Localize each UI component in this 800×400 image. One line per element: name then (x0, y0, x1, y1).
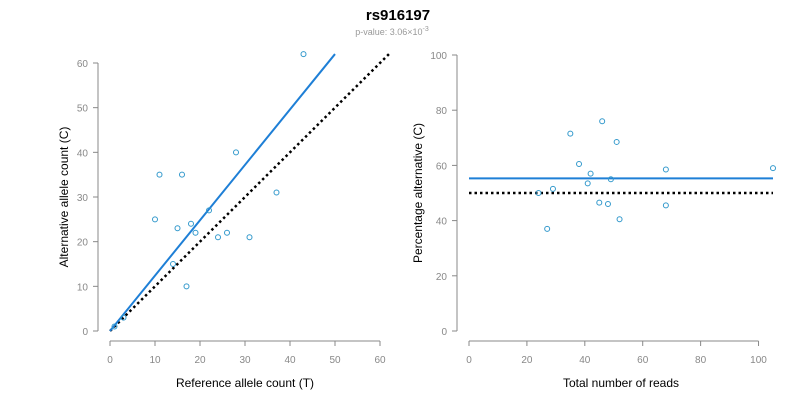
data-point (584, 180, 591, 187)
right-scatter-panel: 0 20 40 60 80 100 0 20 40 60 80 100 Total number of … (411, 51, 776, 390)
data-point (616, 216, 623, 223)
data-point (604, 201, 611, 208)
x-axis-title: Reference allele count (T) (176, 376, 314, 390)
y-tick-label: 60 (436, 161, 448, 172)
data-point (535, 190, 542, 196)
data-point (206, 207, 212, 214)
y-tick-label: 0 (82, 327, 88, 338)
chart-subtitle: p-value: 3.06×10-3 (355, 26, 429, 37)
data-point (607, 176, 614, 183)
subtitle-pvalue: p-value: 3.06×10 (355, 27, 422, 37)
x-tick-label: 50 (329, 355, 341, 366)
data-point (188, 220, 194, 227)
data-point (549, 185, 556, 192)
x-tick-label: 20 (521, 355, 533, 366)
x-tick-label: 20 (194, 355, 206, 366)
y-tick-label: 0 (441, 327, 447, 338)
data-point (544, 225, 551, 232)
data-point (152, 216, 158, 223)
data-point (596, 199, 603, 206)
x-tick-label: 100 (750, 355, 767, 366)
x-tick-label: 10 (149, 355, 161, 366)
data-point (587, 170, 594, 177)
y-tick-label: 40 (436, 217, 448, 228)
y-tick-label: 50 (77, 104, 89, 115)
y-tick-label: 30 (77, 193, 89, 204)
subtitle-exponent: -3 (423, 26, 429, 33)
data-point (224, 229, 230, 236)
data-point (770, 165, 776, 172)
left-scatter-panel: 0 10 20 30 40 50 60 0 10 20 30 40 50 60 Reference alle… (57, 51, 390, 390)
y-tick-label: 10 (77, 282, 89, 293)
data-point (576, 161, 583, 168)
data-point (300, 51, 307, 58)
y-tick-label: 20 (436, 272, 448, 283)
x-tick-label: 0 (466, 355, 472, 366)
data-point (179, 171, 185, 178)
data-point (246, 234, 253, 241)
data-point (111, 323, 118, 330)
data-point (613, 138, 620, 145)
data-point (567, 130, 574, 137)
x-tick-label: 40 (284, 355, 296, 366)
data-point (183, 283, 190, 290)
data-point (156, 171, 163, 178)
chart-title: rs916197 (366, 7, 430, 24)
y-tick-label: 100 (430, 51, 447, 62)
data-point (120, 314, 127, 321)
y-tick-label: 20 (77, 238, 89, 249)
data-point (233, 149, 239, 156)
data-point (662, 166, 669, 173)
x-tick-label: 60 (374, 355, 386, 366)
y-tick-label: 80 (436, 106, 448, 117)
fit-line (109, 53, 336, 332)
data-point (662, 202, 669, 209)
reference-line (109, 53, 390, 332)
x-tick-label: 40 (579, 355, 591, 366)
x-tick-label: 80 (695, 355, 707, 366)
data-point (192, 229, 199, 236)
y-tick-label: 60 (77, 59, 89, 70)
data-point (215, 234, 221, 241)
x-tick-label: 60 (637, 355, 649, 366)
data-point (273, 189, 280, 196)
data-point (170, 261, 176, 267)
y-tick-label: 40 (77, 148, 89, 159)
y-axis-title: Alternative allele count (C) (57, 127, 71, 268)
data-point (174, 225, 181, 232)
data-point (599, 118, 606, 125)
x-tick-label: 0 (107, 355, 113, 366)
y-axis-title: Percentage alternative (C) (411, 123, 425, 263)
x-axis-title: Total number of reads (563, 376, 679, 390)
x-tick-label: 30 (239, 355, 251, 366)
